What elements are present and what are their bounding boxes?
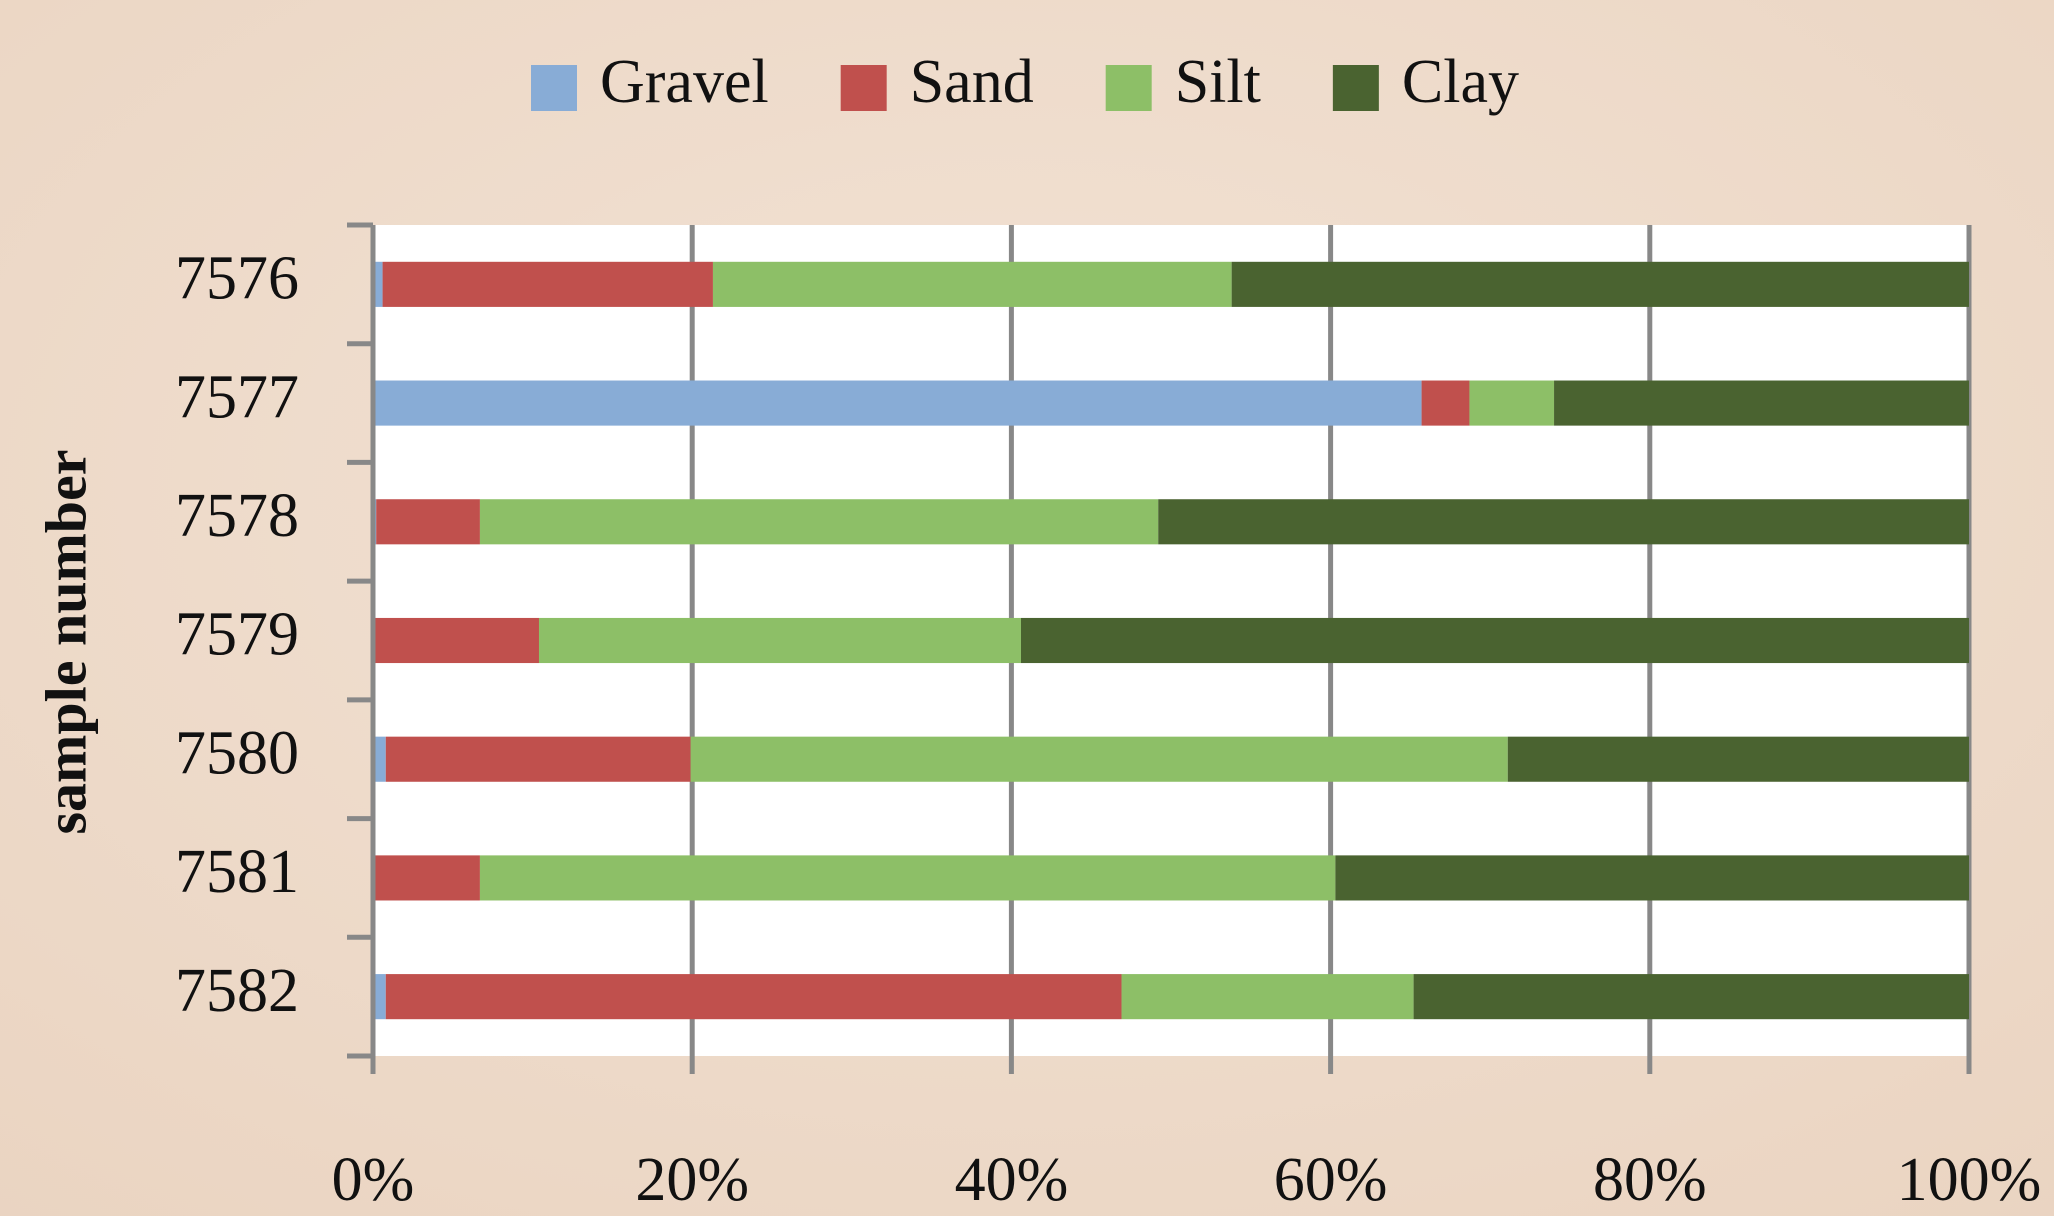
legend-label: Sand <box>910 48 1034 116</box>
y-tick-label: 7577 <box>175 363 299 431</box>
bar-segment <box>373 736 386 782</box>
legend-label: Gravel <box>600 48 769 116</box>
x-tick-label: 80% <box>1593 1146 1707 1214</box>
bar-segment <box>1020 617 1969 664</box>
bar-segment <box>1231 261 1969 307</box>
bar-segment <box>1507 736 1969 782</box>
x-tick-label: 60% <box>1274 1146 1388 1214</box>
legend-label: Silt <box>1175 48 1261 116</box>
bar-segment <box>1121 974 1414 1020</box>
bar-segment <box>1554 380 1969 426</box>
x-tick-label: 100% <box>1897 1146 2042 1214</box>
y-tick-label: 7579 <box>175 601 299 669</box>
bar-segment <box>373 974 386 1020</box>
legend-swatch <box>840 65 887 111</box>
bar-segment <box>385 974 1122 1020</box>
bar-segment <box>373 380 1422 426</box>
bar-segment <box>712 261 1232 307</box>
y-tick-label: 7580 <box>175 719 299 787</box>
x-tick-label: 40% <box>955 1146 1069 1214</box>
bar-segment <box>1469 380 1555 426</box>
y-tick-label: 7578 <box>175 482 299 550</box>
bar-segment <box>373 261 383 307</box>
y-tick-label: 7576 <box>175 245 299 313</box>
bar-segment <box>376 499 480 545</box>
bar-segment <box>1335 855 1969 901</box>
legend-swatch <box>1105 65 1152 111</box>
bar-segment <box>479 855 1336 901</box>
bar-segment <box>479 499 1159 545</box>
legend-swatch <box>531 65 577 111</box>
y-tick-label: 7581 <box>175 838 299 906</box>
bar-segment <box>1158 499 1969 545</box>
bar-segment <box>373 617 539 664</box>
bar-segment <box>373 855 480 901</box>
legend-swatch <box>1332 65 1379 111</box>
y-tick-label: 7582 <box>175 957 299 1025</box>
bar-segment <box>538 617 1021 664</box>
y-axis-label: sample number <box>33 449 98 834</box>
legend-label: Clay <box>1402 48 1519 116</box>
bar-segment <box>385 736 691 782</box>
x-tick-label: 20% <box>635 1146 749 1214</box>
bar-segment <box>382 261 713 307</box>
bar-segment <box>1421 380 1470 426</box>
bar-segment <box>690 736 1508 782</box>
bar-segment <box>1413 974 1969 1020</box>
x-tick-label: 0% <box>332 1146 415 1214</box>
